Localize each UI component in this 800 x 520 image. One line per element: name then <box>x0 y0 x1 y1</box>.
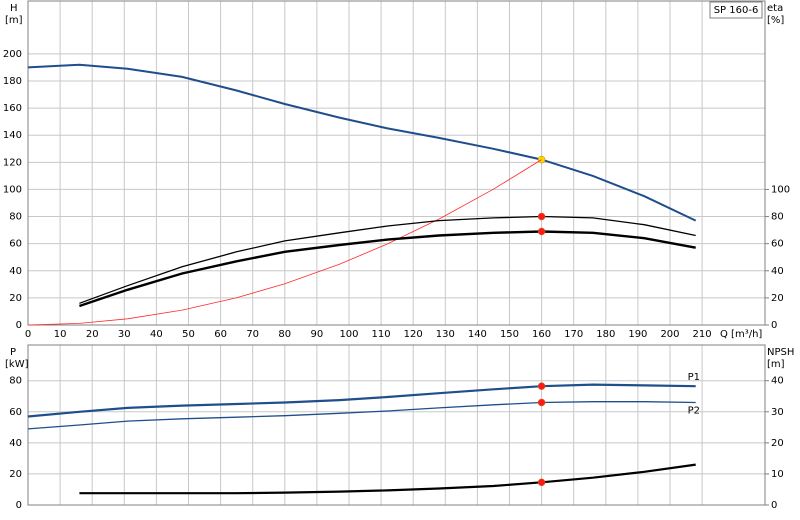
x-tick-label: 30 <box>118 329 131 340</box>
curve <box>27 401 696 430</box>
series-label: P1 <box>688 372 700 383</box>
y-tick-label: 140 <box>3 130 22 141</box>
y2-axis-label: NPSH <box>767 347 794 358</box>
y-tick-label: 20 <box>9 469 22 480</box>
x-tick-label: 70 <box>246 329 259 340</box>
y-tick-label: 180 <box>3 76 22 87</box>
plot-frame <box>27 0 766 326</box>
y-tick-label: 0 <box>16 500 22 511</box>
chart-title: SP 160-6 <box>714 5 759 16</box>
y-axis-label: P <box>10 347 16 358</box>
x-tick-label: 170 <box>564 329 583 340</box>
y2-axis-label: eta <box>767 3 783 14</box>
y2-tick-label: 0 <box>771 500 777 511</box>
duty-point <box>537 227 546 236</box>
y-tick-label: 200 <box>3 49 22 60</box>
x-tick-label: 140 <box>468 329 487 340</box>
x-axis-label: Q [m³/h] <box>720 329 762 340</box>
x-tick-label: 80 <box>278 329 291 340</box>
curve <box>27 159 542 326</box>
y2-tick-label: 30 <box>771 407 784 418</box>
x-tick-label: 20 <box>86 329 99 340</box>
y2-tick-label: 20 <box>771 293 784 304</box>
x-tick-label: 210 <box>693 329 712 340</box>
curve <box>27 63 697 222</box>
y-tick-label: 40 <box>9 266 22 277</box>
y2-tick-label: 80 <box>771 212 784 223</box>
y-tick-label: 60 <box>9 239 22 250</box>
y-tick-label: 120 <box>3 157 22 168</box>
y2-tick-label: 40 <box>771 376 784 387</box>
y2-tick-label: 20 <box>771 438 784 449</box>
y-tick-label: 40 <box>9 438 22 449</box>
y-tick-label: 80 <box>9 212 22 223</box>
duty-point <box>537 382 546 390</box>
y-tick-label: 20 <box>9 293 22 304</box>
x-tick-label: 130 <box>436 329 455 340</box>
y2-tick-label: 0 <box>771 320 777 331</box>
curve <box>27 383 696 418</box>
y-axis-unit: [kW] <box>5 359 29 370</box>
y-tick-label: 80 <box>9 376 22 387</box>
y-tick-label: 0 <box>16 320 22 331</box>
x-tick-label: 0 <box>25 329 31 340</box>
y-tick-label: 60 <box>9 407 22 418</box>
x-tick-label: 190 <box>628 329 647 340</box>
x-tick-label: 40 <box>150 329 163 340</box>
y-tick-label: 100 <box>3 184 22 195</box>
x-tick-label: 150 <box>500 329 519 340</box>
x-tick-label: 200 <box>660 329 679 340</box>
y2-tick-label: 100 <box>771 184 790 195</box>
y-axis-label: H <box>10 3 18 14</box>
x-tick-label: 160 <box>532 329 551 340</box>
curve <box>79 215 696 304</box>
y2-axis-unit: [%] <box>767 15 784 26</box>
curve <box>79 230 696 308</box>
x-tick-label: 100 <box>339 329 358 340</box>
y-tick-label: 160 <box>3 103 22 114</box>
x-tick-label: 110 <box>372 329 391 340</box>
y2-tick-label: 60 <box>771 239 784 250</box>
x-tick-label: 180 <box>596 329 615 340</box>
x-tick-label: 60 <box>214 329 227 340</box>
y2-axis-unit: [m] <box>767 359 785 370</box>
x-tick-label: 120 <box>404 329 423 340</box>
plot-frame <box>27 344 766 506</box>
y2-tick-label: 10 <box>771 469 784 480</box>
title-box <box>709 1 763 19</box>
series-label: P2 <box>688 405 700 416</box>
duty-point <box>537 398 546 407</box>
y2-tick-label: 40 <box>771 266 784 277</box>
duty-point <box>537 212 546 221</box>
duty-point <box>537 478 546 487</box>
x-tick-label: 90 <box>311 329 324 340</box>
x-tick-label: 50 <box>182 329 195 340</box>
y-axis-unit: [m] <box>5 15 23 26</box>
curve <box>79 463 696 495</box>
x-tick-label: 10 <box>54 329 67 340</box>
